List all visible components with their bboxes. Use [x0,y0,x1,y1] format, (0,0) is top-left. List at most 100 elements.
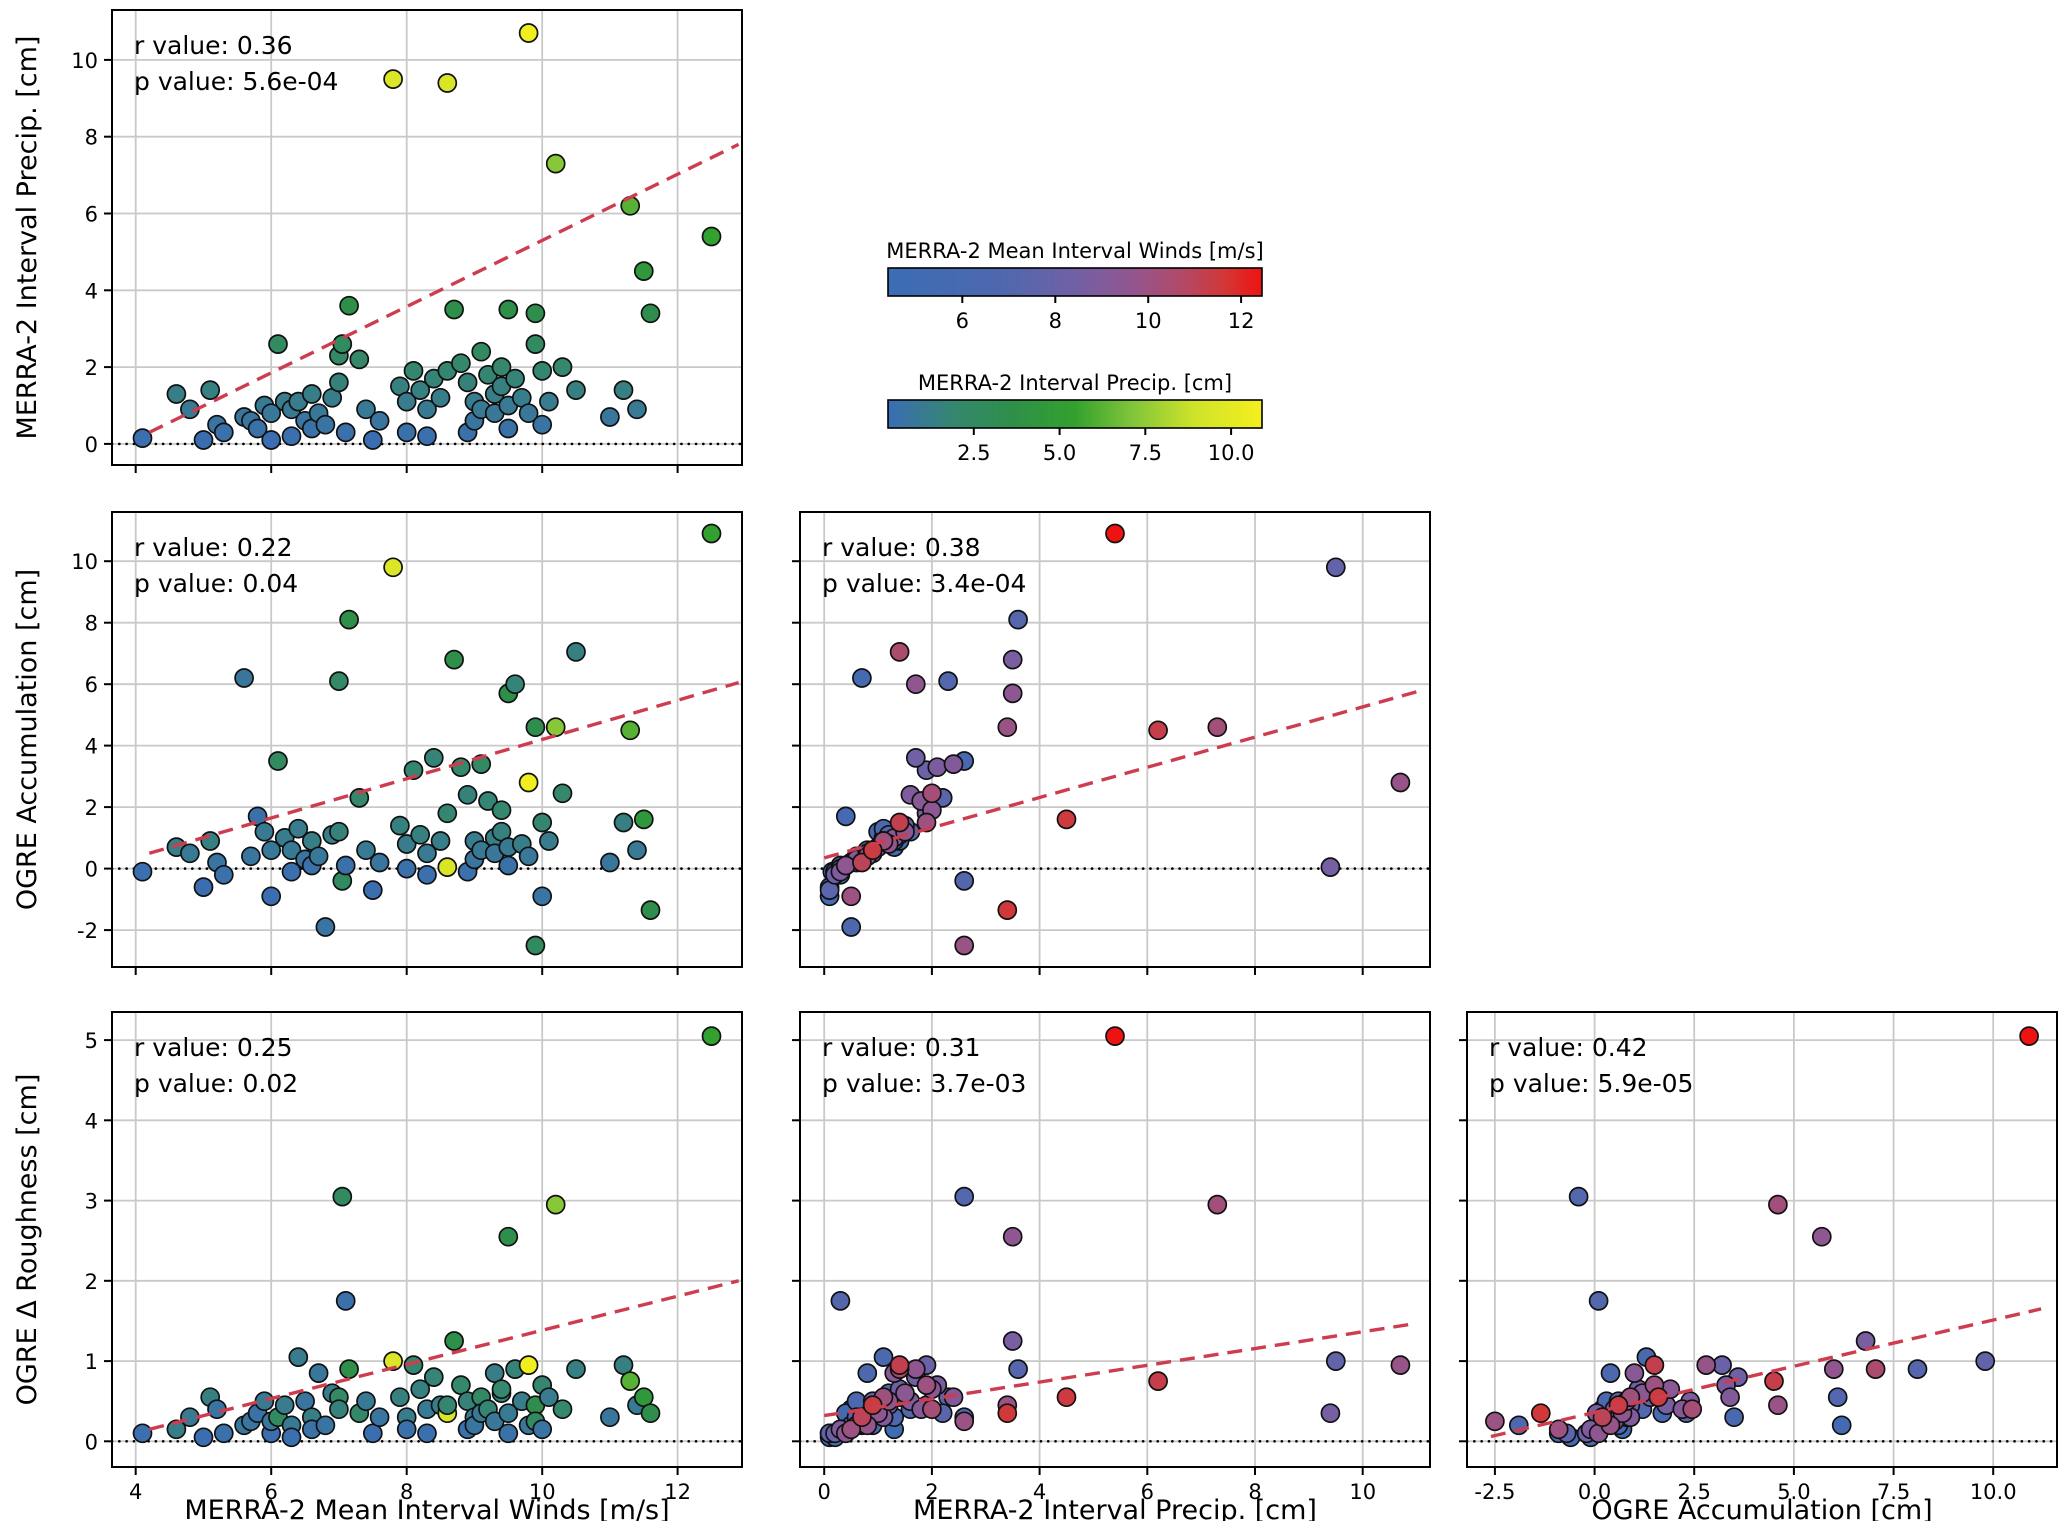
scatter-point [396,391,417,412]
r-value-annotation: r value: 0.38 [822,533,981,562]
scatter-point [862,840,883,861]
scatter-point [620,1371,641,1391]
scatter-point [180,843,200,864]
scatter-point [362,430,383,450]
scatter-point [329,1399,349,1420]
subplot-accumulation-roughness: -2.5 0.0 2.5 5.0 7.5 10.0 r value: 0.42 p value… [1459,1011,2059,1521]
r-value-annotation: r value: 0.36 [134,31,293,60]
scatter-point [437,803,458,824]
scatter-point [339,1359,359,1379]
scatter-point [200,831,221,851]
scatter-point [457,784,478,805]
scatter-point [498,418,519,439]
colorbar-tick-label: 5.0 [1043,441,1076,465]
scatter-point [518,23,539,43]
y-tick-label: 2 [85,1270,98,1294]
colorbar-tick-label: 7.5 [1129,441,1162,465]
scatter-point [852,668,872,688]
scatter-point [315,1415,336,1436]
scatter-point [1724,1407,1744,1428]
scatter-point [268,334,288,354]
scatter-point [525,334,546,354]
scatter-point [339,609,359,630]
scatter-point [1320,857,1341,877]
scatter-point [301,384,322,404]
scatter-point [369,852,390,873]
scatter-point [288,1347,309,1367]
scatter-point [491,1379,512,1400]
scatter-point [396,1419,417,1440]
y-tick-label: 4 [85,1109,98,1133]
scatter-point [552,783,573,804]
scatter-point [403,760,424,781]
subplot-precip-accumulation: r value: 0.38 p value: 3.4e-04 [792,511,1432,975]
plot-border [799,1011,1431,1468]
scatter-point [308,846,329,867]
scatter-point [193,430,214,450]
scatter-point [525,717,546,738]
scatter-point [457,372,478,393]
scatter-point [701,1026,722,1046]
scatter-point [423,1367,444,1387]
scatter-point [922,783,942,804]
scatter-point [505,368,525,389]
scatter-point [241,846,261,867]
scatter-point [545,153,566,174]
scatter-point [505,674,525,695]
colorbar-precip: MERRA-2 Interval Precip. [cm] 2.5 5.0 7.5 10… [887,371,1263,465]
scatter-point [1764,1371,1784,1391]
y-tick-label: 1 [85,1350,98,1374]
scatter-point [444,649,464,670]
scatter-point [332,1186,353,1207]
scatter-point [308,1363,329,1383]
y-tick-label: 6 [85,203,98,227]
colorbar-gradient [887,267,1263,297]
scatter-point [922,1399,942,1420]
scatter-point [498,1226,519,1247]
scatter-point [383,557,403,578]
scatter-point [437,857,458,877]
scatter-point [539,1387,559,1408]
x-tick-label: 7.5 [1877,1480,1910,1504]
plot-border [111,1011,743,1468]
colorbar-tick-label: 10.0 [1208,441,1255,465]
scatter-point [613,812,634,833]
scatter-point [444,1331,464,1351]
colorbar-tick-label: 2.5 [957,441,990,465]
y-tick-label: 8 [85,612,98,636]
scatter-point [1008,1359,1028,1379]
scatter-point [247,418,268,439]
scatter-point [857,1363,878,1383]
scatter-point [566,642,586,662]
scatter-point [437,73,458,93]
scatter-point [1600,1363,1621,1383]
y-axis-label: MERRA-2 Interval Precip. [cm] [12,36,43,440]
plot-border [1466,1011,2058,1468]
scatter-point [451,353,471,374]
x-tick-label: 10.0 [1970,1480,2017,1504]
scatter-point [356,1391,376,1412]
scatter-point [254,1391,275,1412]
scatter-point [954,1186,975,1207]
plot-border [111,511,743,968]
scatter-point [633,809,654,830]
scatter-point [193,1427,214,1448]
scatter-point [261,403,282,424]
scatter-point [905,748,926,768]
y-tick-label: 0 [85,858,98,882]
scatter-point [396,858,417,879]
colorbar-tick-label: 12 [1228,309,1255,333]
colorbar-gradient [887,399,1263,429]
scatter-point [852,852,872,873]
scatter-point [478,791,498,811]
scatter-point [701,523,722,544]
p-value-annotation: p value: 0.04 [134,569,298,598]
scatter-point [1588,1291,1609,1311]
r-value-annotation: r value: 0.42 [1489,1033,1648,1062]
plot-border [799,511,1431,968]
scatter-point [166,1419,187,1440]
scatter-point [369,1407,390,1428]
trend-line [148,1279,740,1431]
scatter-point [1720,1387,1740,1408]
scatter-point [213,1423,234,1444]
